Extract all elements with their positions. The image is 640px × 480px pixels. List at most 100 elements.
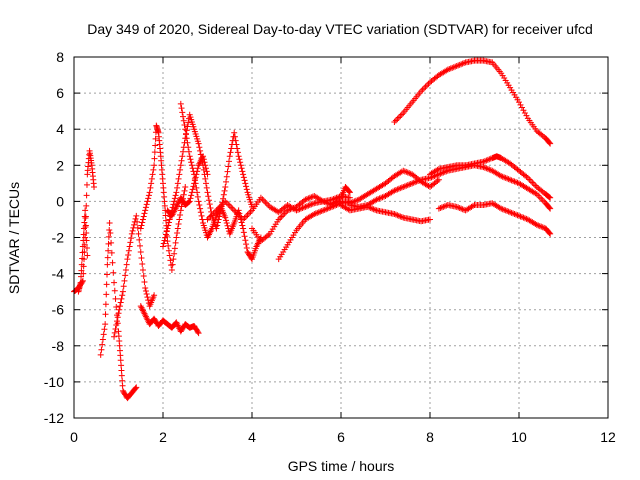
data-point: [510, 210, 517, 217]
data-point: [139, 219, 146, 226]
x-tick-label: 6: [337, 429, 345, 445]
data-point: [174, 225, 181, 232]
data-point: [208, 211, 215, 218]
data-point: [91, 183, 98, 190]
data-point: [237, 159, 244, 166]
data-point: [536, 223, 543, 230]
data-point: [484, 156, 491, 163]
data-point: [243, 241, 250, 248]
data-point: [188, 189, 195, 196]
data-point: [447, 65, 454, 72]
data-point: [97, 351, 104, 358]
data-point: [536, 194, 543, 201]
data-point: [284, 207, 291, 214]
data-point: [247, 208, 254, 215]
data-point: [185, 148, 192, 155]
data-point: [108, 239, 115, 246]
data-point: [111, 287, 118, 294]
data-point: [122, 266, 129, 273]
data-point: [151, 292, 158, 299]
data-point: [99, 336, 106, 343]
data-point: [511, 178, 518, 185]
data-point: [404, 182, 411, 189]
data-point: [240, 174, 247, 181]
data-point: [163, 228, 170, 235]
data-point: [113, 322, 120, 329]
series-arc-11: [249, 183, 353, 245]
data-point: [538, 195, 545, 202]
data-point: [81, 213, 88, 220]
data-point: [214, 222, 221, 229]
data-point: [392, 211, 399, 218]
data-point: [398, 184, 405, 191]
data-point: [172, 192, 179, 199]
data-point: [152, 142, 159, 149]
data-point: [141, 210, 148, 217]
data-point: [262, 199, 269, 206]
data-point: [176, 216, 183, 223]
data-point: [507, 176, 514, 183]
data-point: [441, 203, 448, 210]
data-point: [546, 229, 553, 236]
data-point: [186, 198, 193, 205]
data-point: [174, 184, 181, 191]
data-point: [148, 175, 155, 182]
data-point: [134, 218, 141, 225]
data-point: [459, 60, 466, 67]
data-point: [173, 234, 180, 241]
data-point: [438, 204, 445, 211]
data-point: [165, 219, 172, 226]
data-point: [145, 195, 152, 202]
data-point: [456, 205, 463, 212]
data-point: [312, 210, 319, 217]
data-point: [421, 85, 428, 92]
data-point: [183, 135, 190, 142]
data-point: [195, 140, 202, 147]
series-arc-2: [75, 207, 91, 295]
data-point: [277, 214, 284, 221]
data-point: [225, 201, 232, 208]
data-point: [122, 272, 129, 279]
data-point: [125, 251, 132, 258]
data-point: [403, 182, 410, 189]
data-point: [196, 144, 203, 151]
data-point: [178, 157, 185, 164]
data-point: [376, 195, 383, 202]
data-point: [104, 261, 111, 268]
data-point: [235, 153, 242, 160]
data-point: [530, 180, 537, 187]
data-point: [352, 197, 359, 204]
data-point: [502, 207, 509, 214]
data-point: [187, 195, 194, 202]
data-point: [521, 109, 528, 116]
data-point: [111, 329, 118, 336]
data-point: [188, 162, 195, 169]
data-point: [180, 148, 187, 155]
data-point: [453, 203, 460, 210]
data-point: [203, 180, 210, 187]
data-point: [233, 141, 240, 148]
data-point: [499, 173, 506, 180]
data-point: [483, 165, 490, 172]
y-tick-label: -4: [52, 266, 65, 282]
data-point: [103, 291, 110, 298]
data-point: [260, 197, 267, 204]
data-point: [144, 294, 151, 301]
data-point: [223, 173, 230, 180]
data-point: [470, 202, 477, 209]
data-point: [98, 346, 105, 353]
data-point: [397, 112, 404, 119]
y-tick-label: -6: [52, 302, 65, 318]
data-point: [139, 216, 146, 223]
data-point: [116, 303, 123, 310]
data-point: [136, 236, 143, 243]
data-point: [244, 211, 251, 218]
data-point: [234, 145, 241, 152]
data-point: [458, 61, 465, 68]
data-point: [516, 212, 522, 219]
data-point: [139, 266, 146, 273]
data-point: [187, 156, 194, 163]
data-point: [220, 191, 227, 198]
data-point: [100, 331, 107, 338]
data-point: [538, 223, 545, 230]
